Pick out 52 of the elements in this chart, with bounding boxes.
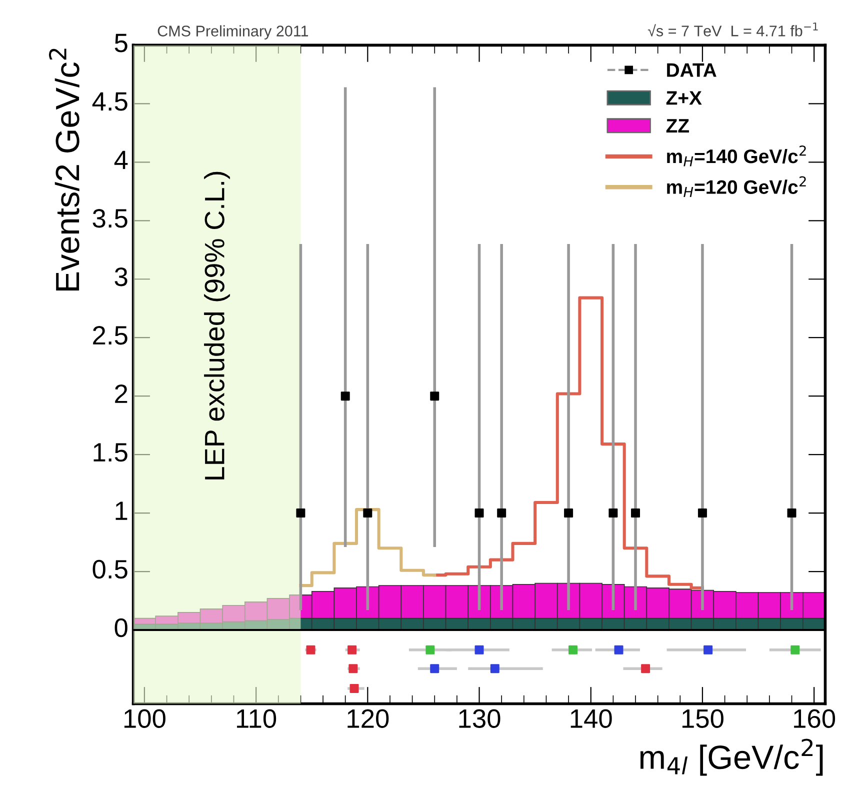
point xyxy=(306,645,316,654)
point xyxy=(790,645,800,654)
point xyxy=(474,645,484,654)
x-tick-label: 120 xyxy=(348,709,389,728)
point xyxy=(363,508,372,518)
x-tick-label: 140 xyxy=(570,709,612,728)
point xyxy=(564,508,574,518)
legend-label: m$_{H}$=120 GeV/c$^{2}$ xyxy=(667,176,806,197)
point xyxy=(698,508,707,518)
y-tick-label: 3 xyxy=(114,268,128,286)
chart-title: CMS Preliminary 2011 xyxy=(158,25,308,40)
legend-label: DATA xyxy=(667,63,716,77)
point xyxy=(430,664,440,674)
y-tick-label: 4.5 xyxy=(92,92,128,111)
point xyxy=(641,664,650,674)
chart-subtitle: √s = 7 TeV L = 4.71 fb$^{−1}$ xyxy=(648,22,818,36)
point xyxy=(704,645,713,654)
point xyxy=(474,508,484,518)
point xyxy=(608,508,618,518)
legend-label: m$_{H}$=140 GeV/c$^{2}$ xyxy=(667,146,806,166)
point xyxy=(426,645,435,654)
y-tick-label: 2 xyxy=(115,384,128,403)
y-tick-label: 1 xyxy=(116,502,128,520)
legend-label: ZZ xyxy=(666,119,689,132)
y-tick-label: 0.5 xyxy=(92,560,128,579)
point xyxy=(497,508,506,518)
x-tick-label: 130 xyxy=(459,709,500,728)
x-tick-label: 100 xyxy=(124,709,166,728)
x-tick-label: 110 xyxy=(237,709,276,728)
point xyxy=(348,664,358,674)
band-label: LEP excluded (99% C.L.) xyxy=(204,172,230,480)
point xyxy=(787,508,796,518)
y-tick-label: 3.5 xyxy=(92,209,128,228)
point xyxy=(296,508,306,518)
point xyxy=(631,508,640,518)
y-tick-label: 4 xyxy=(114,150,128,169)
legend-label: Z+X xyxy=(666,91,702,105)
point xyxy=(490,664,500,674)
point xyxy=(614,645,624,654)
y-tick-label: 0 xyxy=(114,618,128,638)
y-tick-label: 2.5 xyxy=(93,326,128,345)
point xyxy=(348,645,357,654)
x-axis-title: m$_{4l}$ [GeV/c$^{2}$] xyxy=(640,738,823,776)
y-axis-title: Events/2 GeV/c$^{2}$ xyxy=(48,48,80,290)
x-tick-label: 150 xyxy=(682,709,724,728)
y-tick-label: 1.5 xyxy=(94,443,128,462)
y-tick-label: 5 xyxy=(114,34,128,52)
point xyxy=(350,684,359,693)
x-tick-label: 160 xyxy=(794,709,836,728)
point xyxy=(340,392,350,401)
point xyxy=(430,392,440,401)
point xyxy=(568,645,578,654)
